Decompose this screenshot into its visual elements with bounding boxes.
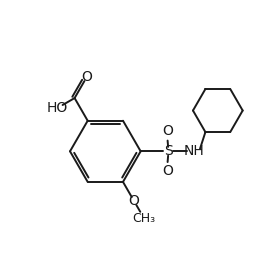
Text: NH: NH	[184, 144, 205, 158]
Text: O: O	[162, 164, 173, 178]
Text: HO: HO	[47, 101, 68, 115]
Text: O: O	[129, 194, 140, 208]
Text: CH₃: CH₃	[132, 212, 155, 225]
Text: O: O	[162, 124, 173, 138]
Text: S: S	[164, 144, 173, 158]
Text: O: O	[81, 70, 92, 84]
